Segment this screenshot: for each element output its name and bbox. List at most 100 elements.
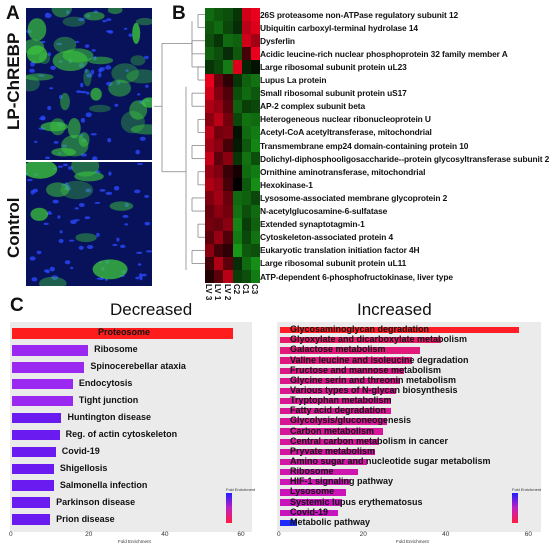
heatmap-cell bbox=[223, 230, 233, 244]
heatmap-cell bbox=[205, 73, 215, 87]
gene-label: Heterogeneous nuclear ribonucleoprotein … bbox=[260, 114, 431, 125]
heatmap-cell bbox=[214, 60, 224, 74]
heatmap-cell bbox=[223, 178, 233, 192]
pathway-label: Lysosome bbox=[290, 486, 335, 497]
heatmap-cell bbox=[232, 112, 242, 127]
heatmap-cell bbox=[223, 8, 233, 22]
column-label: LV 2 bbox=[222, 284, 232, 301]
gene-label: Eukaryotic translation initiation factor… bbox=[260, 245, 420, 256]
heatmap-cell bbox=[223, 139, 233, 153]
heatmap-cell bbox=[205, 86, 215, 100]
heatmap-cell bbox=[205, 270, 215, 284]
column-label: LV 1 bbox=[213, 284, 223, 301]
heatmap-cell bbox=[214, 99, 224, 113]
heatmap-cell bbox=[223, 34, 233, 48]
pathway-label: Glycine serin and threonin metabolism bbox=[290, 374, 457, 385]
pathway-label: Proteosome bbox=[98, 327, 151, 338]
x-tick-label: 60 bbox=[237, 531, 245, 538]
x-axis-title: Fold Enrichment bbox=[118, 539, 151, 544]
pathway-label: Glycosaminoglycan degradation bbox=[290, 324, 430, 335]
heatmap-cell bbox=[223, 112, 233, 127]
heatmap-cell bbox=[205, 178, 215, 192]
gene-label: ATP-dependent 6-phosphofructokinase, liv… bbox=[260, 271, 453, 282]
heatmap-cell bbox=[223, 86, 233, 100]
heatmap-cell bbox=[241, 191, 252, 205]
gene-label: Lupus La protein bbox=[260, 75, 327, 85]
heatmap-cell bbox=[241, 86, 252, 100]
heatmap-cell bbox=[232, 34, 242, 48]
heatmap-cell bbox=[241, 47, 252, 61]
heatmap-cell bbox=[232, 230, 242, 244]
heatmap-cell bbox=[232, 21, 242, 35]
gene-label: Ornithine aminotransferase, mitochondria… bbox=[260, 166, 426, 177]
heatmap-cell bbox=[232, 86, 242, 100]
pathway-bar bbox=[280, 337, 442, 344]
heatmap-cell bbox=[223, 191, 233, 205]
pathway-bar bbox=[280, 509, 338, 516]
heatmap-cell bbox=[232, 217, 242, 231]
heatmap-cell bbox=[205, 230, 215, 244]
heatmap-cell bbox=[251, 204, 261, 218]
heatmap-cell bbox=[251, 178, 261, 192]
decreased-title: Decreased bbox=[110, 300, 193, 319]
pathway-bar bbox=[280, 438, 380, 445]
pathway-label: Covid-19 bbox=[290, 506, 329, 517]
x-tick-label: 0 bbox=[277, 531, 281, 538]
heatmap-cell bbox=[214, 34, 224, 48]
pathway-bar bbox=[280, 479, 351, 486]
heatmap-cell bbox=[232, 60, 242, 74]
pathway-label: Tight junction bbox=[78, 395, 139, 406]
heatmap-cell bbox=[205, 256, 215, 271]
heatmap-cell bbox=[232, 73, 242, 87]
pathway-bar bbox=[280, 418, 388, 425]
heatmap-cell bbox=[232, 47, 242, 61]
heatmap-cell bbox=[223, 125, 233, 140]
pathway-bar bbox=[12, 378, 73, 390]
heatmap-cell bbox=[251, 243, 261, 258]
heatmap-cell bbox=[214, 73, 224, 87]
heatmap-cell bbox=[241, 21, 252, 35]
column-label: C2 bbox=[231, 284, 241, 295]
pathway-bar bbox=[12, 463, 54, 475]
increased-title: Increased bbox=[357, 300, 432, 319]
panel-b-letter: B bbox=[172, 3, 186, 24]
gene-label: Acetyl-CoA acetyltransferase, mitochondr… bbox=[260, 127, 432, 138]
pathway-bar bbox=[280, 469, 359, 476]
pathway-label: Parkinson disease bbox=[56, 496, 136, 507]
pathway-label: Prion disease bbox=[56, 513, 115, 524]
pathway-label: Various types of N-glycan biosynthesis bbox=[290, 384, 458, 395]
heatmap-cell bbox=[214, 191, 224, 205]
heatmap-cell bbox=[223, 243, 233, 258]
heatmap-cell bbox=[223, 204, 233, 218]
heatmap-cell bbox=[251, 99, 261, 113]
heatmap-cell bbox=[205, 217, 215, 231]
pathway-label: Covid-19 bbox=[61, 445, 100, 456]
heatmap-cell bbox=[251, 112, 261, 127]
heatmap-cell bbox=[205, 152, 215, 166]
control-micrograph bbox=[26, 162, 152, 286]
heatmap-cell bbox=[232, 152, 242, 166]
heatmap-cell bbox=[205, 112, 215, 127]
heatmap-cell bbox=[214, 243, 224, 258]
heatmap-cell bbox=[214, 8, 224, 22]
gene-label: Transmembrane emp24 domain-containing pr… bbox=[260, 140, 469, 151]
lp-chrebp-micrograph bbox=[26, 8, 152, 160]
decreased-plot-area bbox=[10, 322, 252, 532]
pathway-label: Pryvate metabolism bbox=[290, 445, 376, 456]
pathway-bar bbox=[280, 489, 347, 496]
gene-label: Large ribosomal subunit protein uL11 bbox=[260, 258, 407, 269]
gene-label: Lysosome-associated membrane glycoprotei… bbox=[260, 192, 448, 203]
heatmap-cell bbox=[214, 112, 224, 127]
pathway-bar bbox=[12, 514, 51, 525]
heatmap-cell bbox=[214, 139, 224, 153]
pathway-bar bbox=[12, 412, 62, 424]
heatmap-cell bbox=[251, 191, 261, 205]
heatmap-cell bbox=[232, 165, 242, 179]
heatmap-cell bbox=[205, 34, 215, 48]
heatmap-cell bbox=[232, 8, 242, 22]
heatmap-cell bbox=[214, 21, 224, 35]
x-tick-label: 20 bbox=[85, 531, 93, 538]
pathway-bar bbox=[280, 326, 520, 334]
panel-c-letter: C bbox=[10, 295, 24, 316]
gene-label: Hexokinase-1 bbox=[260, 179, 313, 190]
